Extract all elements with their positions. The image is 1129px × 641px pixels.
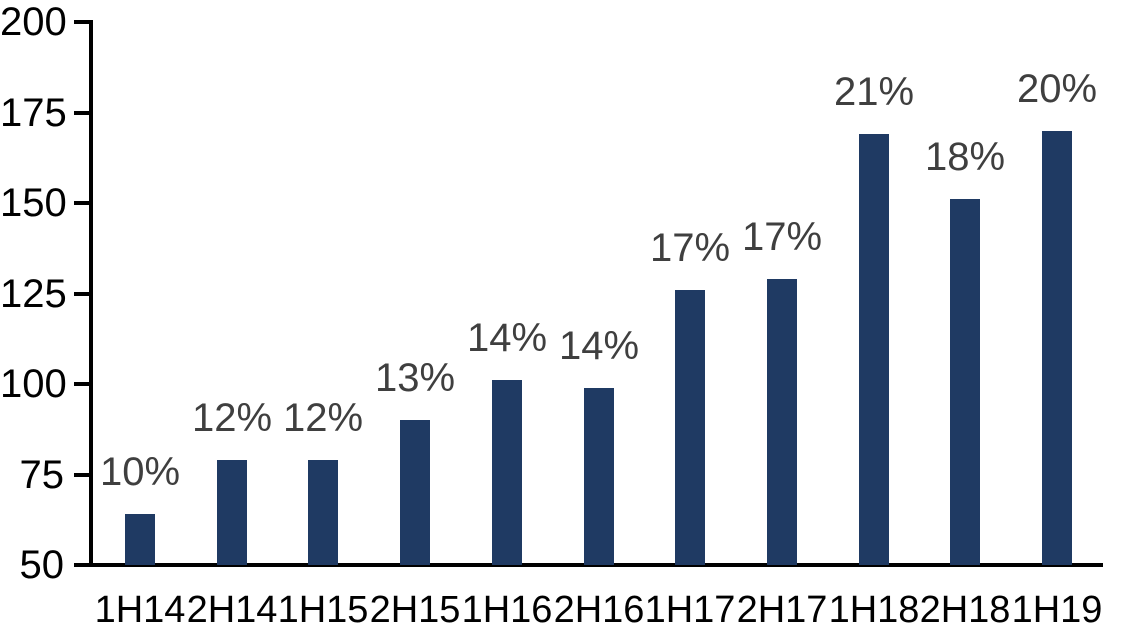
bar	[217, 460, 247, 565]
y-axis-tick	[74, 111, 89, 115]
bar-value-label: 17%	[649, 226, 731, 270]
x-axis-tick-label: 1H17	[644, 589, 736, 631]
y-axis-line	[89, 20, 93, 567]
bar	[492, 380, 522, 565]
y-axis-tick-label: 75	[19, 453, 65, 497]
x-axis-tick-label: 1H14	[94, 589, 186, 631]
bar-value-label: 20%	[1016, 67, 1098, 111]
bar	[675, 290, 705, 565]
y-axis-tick-label: 175	[0, 91, 67, 135]
bar-value-label: 17%	[741, 215, 823, 259]
y-axis-tick	[74, 201, 89, 205]
y-axis-tick-label: 125	[0, 272, 67, 316]
y-axis-tick	[74, 20, 89, 24]
bar-value-label: 10%	[99, 450, 181, 494]
y-axis-tick-label: 50	[19, 543, 65, 587]
x-axis-tick-label: 2H15	[369, 589, 461, 631]
bar	[859, 134, 889, 565]
bar	[400, 420, 430, 565]
bar-value-label: 21%	[833, 70, 915, 114]
y-axis-tick	[74, 563, 89, 567]
bar-value-label: 14%	[558, 324, 640, 368]
y-axis-tick-label: 100	[0, 362, 67, 406]
bar-value-label: 13%	[374, 356, 456, 400]
x-axis-tick-label: 1H16	[461, 589, 553, 631]
y-axis-tick	[74, 292, 89, 296]
x-axis-tick-label: 2H14	[186, 589, 278, 631]
x-axis-tick-label: 2H17	[736, 589, 828, 631]
bar	[1042, 131, 1072, 565]
x-axis-tick-label: 2H16	[553, 589, 645, 631]
bar	[125, 514, 155, 565]
bar-value-label: 18%	[924, 135, 1006, 179]
x-axis-tick-label: 1H18	[828, 589, 920, 631]
x-axis-tick-label: 1H19	[1011, 589, 1103, 631]
y-axis-tick	[74, 382, 89, 386]
x-axis-tick-label: 1H15	[277, 589, 369, 631]
bar	[767, 279, 797, 565]
bar	[584, 388, 614, 565]
bar	[308, 460, 338, 565]
y-axis-tick-label: 150	[0, 181, 67, 225]
y-axis-tick-label: 200	[0, 0, 67, 44]
bar-value-label: 12%	[191, 396, 273, 440]
x-axis-tick-label: 2H18	[919, 589, 1011, 631]
bar-value-label: 14%	[466, 316, 548, 360]
bar	[950, 199, 980, 565]
bar-value-label: 12%	[282, 396, 364, 440]
y-axis-tick	[74, 473, 89, 477]
x-axis-line	[74, 563, 1103, 567]
